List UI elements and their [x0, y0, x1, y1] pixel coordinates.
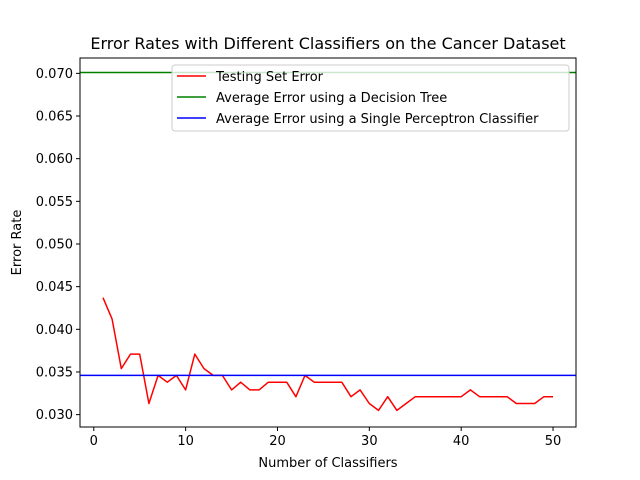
y-tick-label: 0.055 [36, 195, 73, 210]
chart-title: Error Rates with Different Classifiers o… [90, 34, 565, 53]
legend-label-1: Average Error using a Decision Tree [216, 91, 447, 106]
series-line-0 [102, 297, 553, 412]
x-axis-label: Number of Classifiers [258, 456, 397, 471]
legend-label-0: Testing Set Error [215, 70, 324, 85]
y-axis-label: Error Rate [10, 210, 25, 276]
y-tick-label: 0.040 [36, 323, 73, 338]
legend-label-2: Average Error using a Single Perceptron … [216, 112, 539, 127]
y-tick-label: 0.035 [36, 365, 73, 380]
y-tick-label: 0.060 [36, 152, 73, 167]
y-tick-label: 0.045 [36, 280, 73, 295]
y-tick-label: 0.030 [36, 408, 73, 423]
x-tick-label: 10 [177, 434, 194, 449]
plot-frame [79, 57, 577, 428]
x-tick-label: 50 [545, 434, 562, 449]
y-axis: 0.030 0.035 0.040 0.045 0.050 0.055 0.060 0.065… [36, 67, 80, 423]
legend: Testing Set Error Average Error using a D… [171, 64, 570, 132]
y-tick-label: 0.070 [36, 67, 73, 82]
legend-box [171, 64, 570, 132]
x-tick-label: 40 [453, 434, 470, 449]
x-axis: 0 10 20 30 40 50 [90, 427, 562, 449]
x-tick-label: 0 [90, 434, 98, 449]
x-tick-label: 30 [361, 434, 378, 449]
y-tick-label: 0.065 [36, 110, 73, 125]
x-tick-label: 20 [269, 434, 286, 449]
y-tick-label: 0.050 [36, 237, 73, 252]
